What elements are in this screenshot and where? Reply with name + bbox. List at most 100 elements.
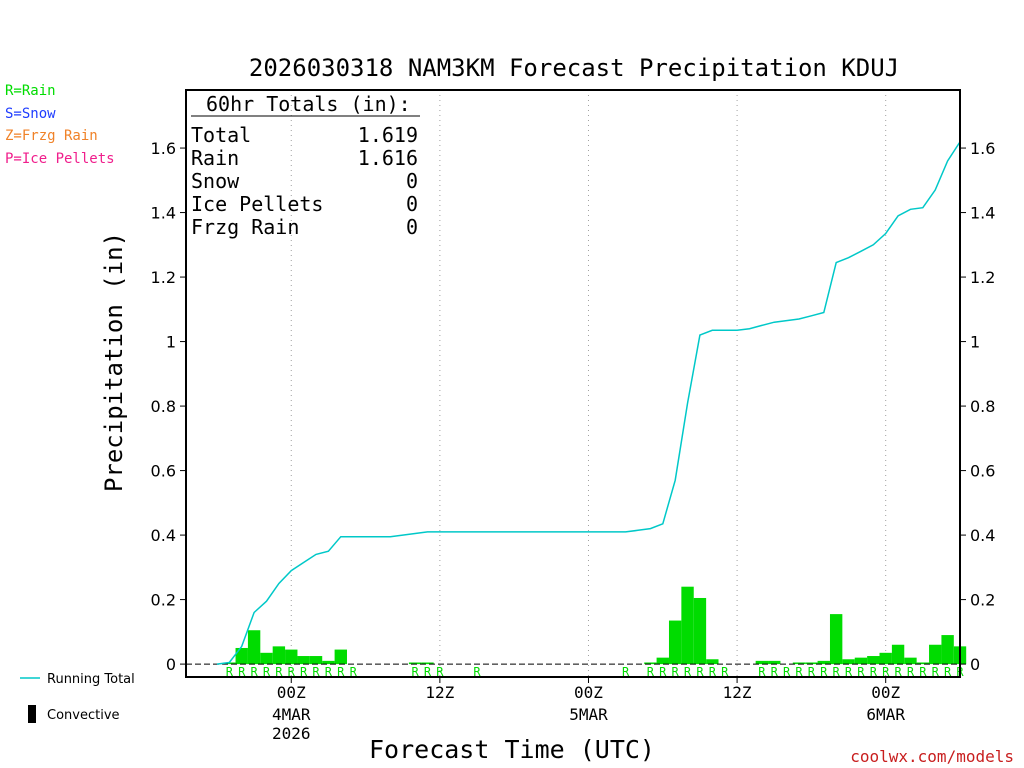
precip-bar xyxy=(792,662,806,665)
precip-bar xyxy=(755,660,769,665)
ptype-mark: R xyxy=(288,665,296,679)
ptype-key-snow: S=Snow xyxy=(5,106,56,122)
x-tick-label: 00Z xyxy=(871,683,900,702)
precip-bar xyxy=(693,597,707,665)
running-total-legend-label: Running Total xyxy=(47,672,135,687)
y-axis-left: 0 0.2 0.4 0.6 0.8 1 1.2 1.4 1.6 xyxy=(151,139,186,674)
totals-row-value: 0 xyxy=(406,192,418,216)
precip-bar xyxy=(285,649,298,665)
ptype-mark: R xyxy=(622,665,630,679)
ptype-mark: R xyxy=(833,665,841,679)
ptype-key-rain: R=Rain xyxy=(5,83,56,99)
y-tick-label-right: 0.2 xyxy=(970,591,995,610)
ptype-key-frzg-rain: Z=Frzg Rain xyxy=(5,128,98,144)
totals-heading: 60hr Totals (in): xyxy=(206,92,411,116)
precip-bar xyxy=(656,657,669,665)
ptype-mark: R xyxy=(436,665,444,679)
y-tick-label-left: 0.6 xyxy=(151,462,176,481)
ptype-mark: R xyxy=(263,665,271,679)
y-tick-label-right: 1.4 xyxy=(970,204,995,223)
ptype-mark: R xyxy=(473,665,481,679)
ptype-mark: R xyxy=(721,665,729,679)
y-tick-label-right: 0.8 xyxy=(970,397,995,416)
series-legend: Running Total Convective xyxy=(20,672,135,723)
y-tick-label-right: 0.4 xyxy=(970,526,995,545)
ptype-mark: R xyxy=(808,665,816,679)
ptype-mark: R xyxy=(795,665,803,679)
y-tick-label-right: 1 xyxy=(970,333,980,352)
ptype-mark: R xyxy=(250,665,258,679)
ptype-mark: R xyxy=(411,665,419,679)
vertical-grid xyxy=(290,90,887,677)
ptype-mark: R xyxy=(907,665,915,679)
ptype-mark: R xyxy=(226,665,234,679)
precip-bar xyxy=(272,646,286,665)
precip-bar xyxy=(805,662,818,665)
totals-row-label: Snow xyxy=(191,169,240,193)
y-tick-label-right: 0.6 xyxy=(970,462,995,481)
ptype-mark: R xyxy=(350,665,358,679)
precip-bar xyxy=(941,635,954,665)
precip-bar xyxy=(309,656,323,665)
ptype-mark: R xyxy=(659,665,667,679)
ptype-mark: R xyxy=(300,665,308,679)
ptype-mark: R xyxy=(325,665,333,679)
precip-bar xyxy=(904,657,917,665)
precip-bar xyxy=(706,659,719,665)
y-tick-label-left: 0.4 xyxy=(151,526,176,545)
totals-row-label: Rain xyxy=(191,146,239,170)
ptype-mark: R xyxy=(882,665,890,679)
precip-bar xyxy=(297,656,310,665)
totals-row-value: 0 xyxy=(406,169,418,193)
totals-row-label: Total xyxy=(191,123,251,147)
x-date-label: 4MAR xyxy=(272,705,311,724)
precip-bar xyxy=(854,657,868,665)
convective-legend-label: Convective xyxy=(47,708,120,723)
precip-bar xyxy=(891,644,905,665)
x-axis-label: Forecast Time (UTC) xyxy=(369,735,655,764)
y-tick-label-left: 1.4 xyxy=(151,204,176,223)
ptype-mark: R xyxy=(672,665,680,679)
precip-bar xyxy=(879,652,892,665)
precip-bar xyxy=(681,586,694,665)
y-tick-label-right: 1.2 xyxy=(970,268,995,287)
y-tick-label-left: 0.8 xyxy=(151,397,176,416)
precip-bar xyxy=(260,652,273,665)
precip-bar xyxy=(322,660,335,665)
precip-bar xyxy=(829,614,843,665)
y-axis-label: Precipitation (in) xyxy=(100,232,128,492)
totals-rows: Total 1.619 Rain 1.616 Snow 0 Ice Pellets 0 Frzg… xyxy=(191,123,418,239)
ptype-mark: R xyxy=(919,665,927,679)
x-tick-label: 00Z xyxy=(277,683,306,702)
totals-row-value: 0 xyxy=(406,215,418,239)
ptype-mark: R xyxy=(275,665,283,679)
chart-title: 2026030318 NAM3KM Forecast Precipitation… xyxy=(249,54,899,82)
precip-bar xyxy=(867,656,880,665)
y-axis-right: 0 0.2 0.4 0.6 0.8 1 1.2 1.4 1.6 xyxy=(960,139,995,674)
ptype-mark: R xyxy=(647,665,655,679)
totals-box: 60hr Totals (in): Total 1.619 Rain 1.616 Sno… xyxy=(191,92,420,239)
y-tick-label-right: 1.6 xyxy=(970,139,995,158)
totals-row-value: 1.619 xyxy=(358,123,418,147)
ptype-mark: R xyxy=(337,665,345,679)
precip-bar xyxy=(408,662,422,665)
precip-bar xyxy=(842,659,855,665)
running-total-line xyxy=(216,141,961,665)
ptype-mark: R xyxy=(894,665,902,679)
x-tick-label: 12Z xyxy=(723,683,752,702)
bars-layer xyxy=(223,586,967,665)
ptype-mark: R xyxy=(238,665,246,679)
precip-bar xyxy=(668,620,682,665)
precip-bar xyxy=(235,647,248,665)
x-tick-label: 00Z xyxy=(574,683,603,702)
precip-bar xyxy=(817,660,830,665)
x-tick-label: 12Z xyxy=(425,683,454,702)
x-date-label: 5MAR xyxy=(569,705,608,724)
precip-bar xyxy=(644,662,657,665)
ptype-mark: R xyxy=(932,665,940,679)
ptype-mark: R xyxy=(783,665,791,679)
ptype-mark: R xyxy=(696,665,704,679)
x-year-label: 2026 xyxy=(272,724,311,743)
ptype-mark: R xyxy=(424,665,432,679)
